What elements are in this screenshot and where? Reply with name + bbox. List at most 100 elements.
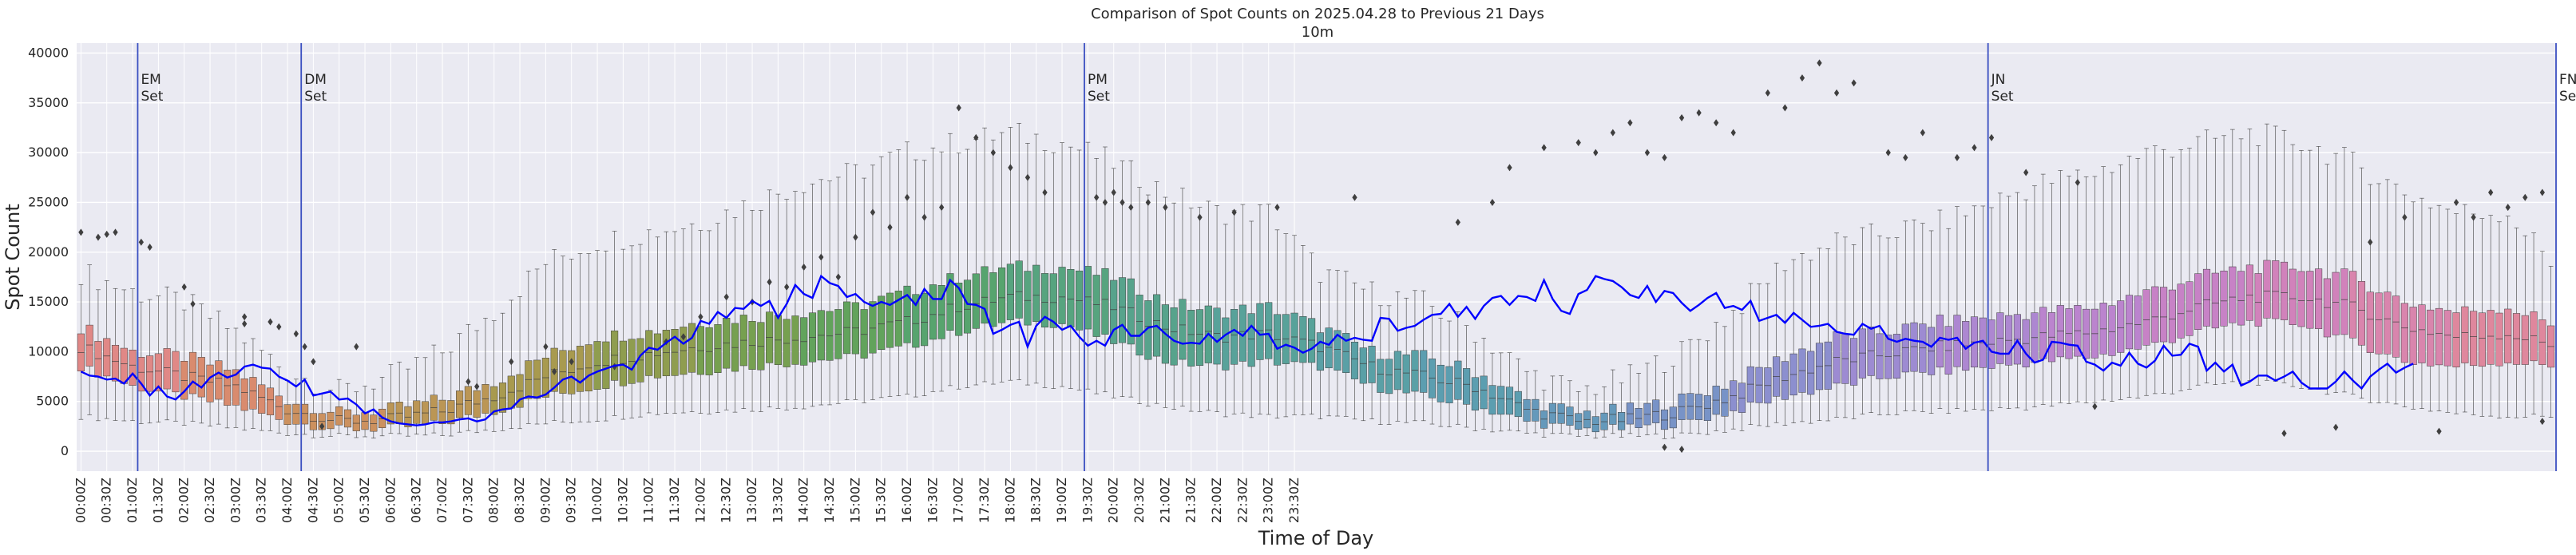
box bbox=[1179, 299, 1187, 360]
outlier-point bbox=[1678, 113, 1685, 121]
box bbox=[2194, 273, 2202, 330]
box bbox=[361, 412, 369, 430]
outlier-point bbox=[1988, 133, 1995, 141]
box bbox=[94, 341, 102, 378]
box bbox=[146, 355, 154, 392]
outlier-point bbox=[1662, 153, 1667, 161]
box bbox=[163, 348, 171, 390]
outlier-point bbox=[1455, 218, 1460, 226]
box bbox=[981, 266, 989, 324]
outlier-point bbox=[95, 233, 101, 241]
x-tick-label: 01:00Z bbox=[125, 478, 140, 523]
outlier-point bbox=[2539, 418, 2545, 426]
box bbox=[2186, 281, 2194, 336]
box bbox=[2297, 271, 2305, 327]
y-tick-label: 0 bbox=[61, 443, 69, 458]
outlier-point bbox=[1507, 164, 1512, 172]
box bbox=[2443, 310, 2451, 367]
outlier-point bbox=[552, 367, 557, 375]
box bbox=[1635, 407, 1643, 429]
box bbox=[1497, 386, 1505, 415]
outlier-point bbox=[1128, 204, 1134, 212]
box bbox=[1110, 279, 1118, 344]
box bbox=[2254, 273, 2262, 327]
outlier-point bbox=[276, 323, 282, 331]
outlier-point bbox=[1575, 139, 1581, 147]
outlier-point bbox=[474, 383, 480, 390]
outlier-point bbox=[354, 343, 359, 351]
outlier-point bbox=[1094, 193, 1100, 201]
outlier-point bbox=[956, 104, 961, 112]
outlier-point bbox=[853, 233, 858, 241]
box bbox=[1015, 260, 1023, 319]
box bbox=[2409, 307, 2417, 365]
box bbox=[1385, 359, 1393, 394]
outlier-point bbox=[2539, 188, 2545, 196]
x-tick-label: 00:00Z bbox=[73, 478, 88, 523]
outlier-point bbox=[2281, 430, 2287, 438]
outlier-point bbox=[1102, 198, 1108, 206]
box bbox=[1213, 307, 1221, 365]
box bbox=[1591, 416, 1599, 433]
set-marker-sublabel: Set bbox=[304, 89, 327, 105]
box bbox=[2160, 287, 2168, 343]
outlier-point bbox=[904, 193, 910, 201]
outlier-point bbox=[1274, 204, 1280, 212]
outlier-point bbox=[1885, 149, 1891, 157]
x-tick-label: 18:00Z bbox=[1002, 478, 1017, 523]
box bbox=[937, 285, 945, 339]
x-tick-label: 03:30Z bbox=[254, 478, 269, 523]
box bbox=[2357, 281, 2366, 346]
outlier-point bbox=[190, 300, 196, 308]
box bbox=[1471, 377, 1479, 410]
outlier-point bbox=[138, 238, 144, 246]
outlier-point bbox=[1662, 443, 1667, 451]
y-tick-label: 25000 bbox=[28, 194, 69, 209]
box bbox=[2418, 304, 2426, 363]
box bbox=[946, 273, 954, 331]
outlier-point bbox=[2453, 198, 2459, 206]
box bbox=[2151, 286, 2159, 343]
box bbox=[1359, 347, 1367, 384]
box bbox=[2427, 309, 2435, 367]
box bbox=[1411, 350, 1419, 392]
outlier-point bbox=[990, 149, 996, 157]
box bbox=[2392, 295, 2400, 358]
box bbox=[903, 285, 911, 343]
outlier-point bbox=[1163, 204, 1168, 212]
box bbox=[860, 309, 868, 359]
x-tick-label: 19:00Z bbox=[1054, 478, 1069, 523]
x-axis-label: Time of Day bbox=[1258, 527, 1374, 549]
outlier-point bbox=[1111, 188, 1116, 196]
outlier-point bbox=[543, 343, 549, 351]
x-tick-label: 17:00Z bbox=[951, 478, 966, 523]
outlier-point bbox=[818, 253, 824, 261]
outlier-point bbox=[181, 283, 187, 291]
set-marker-label: FN bbox=[2559, 72, 2576, 88]
outlier-point bbox=[2488, 188, 2494, 196]
box bbox=[1876, 333, 1884, 379]
outlier-point bbox=[1145, 198, 1151, 206]
box bbox=[301, 403, 309, 425]
outlier-point bbox=[113, 228, 118, 236]
y-tick-label: 20000 bbox=[28, 244, 69, 260]
box bbox=[645, 330, 653, 376]
box bbox=[1325, 327, 1333, 369]
outlier-point bbox=[302, 343, 307, 351]
outlier-point bbox=[1352, 193, 1357, 201]
box bbox=[972, 273, 980, 329]
box bbox=[2117, 300, 2125, 353]
box bbox=[929, 284, 937, 340]
x-tick-label: 07:00Z bbox=[434, 478, 450, 523]
x-tick-label: 20:00Z bbox=[1106, 478, 1121, 523]
outlier-point bbox=[2436, 427, 2442, 435]
outlier-point bbox=[319, 422, 325, 430]
box bbox=[1669, 406, 1677, 429]
outlier-point bbox=[509, 358, 514, 366]
outlier-point bbox=[2023, 168, 2029, 176]
box bbox=[2306, 271, 2314, 329]
box bbox=[275, 395, 283, 420]
x-tick-label: 21:00Z bbox=[1157, 478, 1172, 523]
y-tick-label: 10000 bbox=[28, 343, 69, 359]
outlier-point bbox=[1954, 153, 1960, 161]
